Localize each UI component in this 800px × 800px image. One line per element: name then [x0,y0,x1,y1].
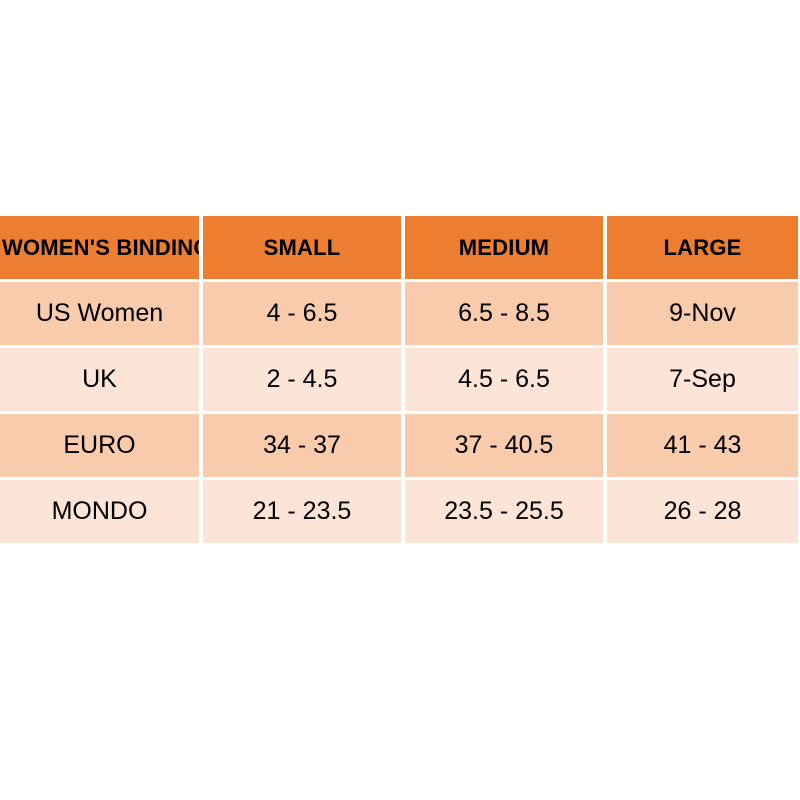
row-label-euro: EURO [0,414,203,480]
cell-mondo-medium: 23.5 - 25.5 [405,480,607,546]
table-header-row: WOMEN'S BINDINGS SMALL MEDIUM LARGE [0,216,800,282]
row-label-uk: UK [0,348,203,414]
cell-mondo-small: 21 - 23.5 [203,480,405,546]
row-label-mondo: MONDO [0,480,203,546]
cell-us-women-large: 9-Nov [607,282,800,348]
cell-euro-medium: 37 - 40.5 [405,414,607,480]
womens-bindings-size-table: WOMEN'S BINDINGS SMALL MEDIUM LARGE US W… [0,216,800,546]
header-large: LARGE [607,216,800,282]
table-row-us-women: US Women 4 - 6.5 6.5 - 8.5 9-Nov [0,282,800,348]
cell-uk-small: 2 - 4.5 [203,348,405,414]
table-row-uk: UK 2 - 4.5 4.5 - 6.5 7-Sep [0,348,800,414]
cell-uk-medium: 4.5 - 6.5 [405,348,607,414]
cell-uk-large: 7-Sep [607,348,800,414]
header-small: SMALL [203,216,405,282]
cell-us-women-small: 4 - 6.5 [203,282,405,348]
header-womens-bindings: WOMEN'S BINDINGS [0,216,203,282]
cell-euro-large: 41 - 43 [607,414,800,480]
header-medium: MEDIUM [405,216,607,282]
table-row-mondo: MONDO 21 - 23.5 23.5 - 25.5 26 - 28 [0,480,800,546]
cell-us-women-medium: 6.5 - 8.5 [405,282,607,348]
cell-mondo-large: 26 - 28 [607,480,800,546]
cell-euro-small: 34 - 37 [203,414,405,480]
table-row-euro: EURO 34 - 37 37 - 40.5 41 - 43 [0,414,800,480]
row-label-us-women: US Women [0,282,203,348]
